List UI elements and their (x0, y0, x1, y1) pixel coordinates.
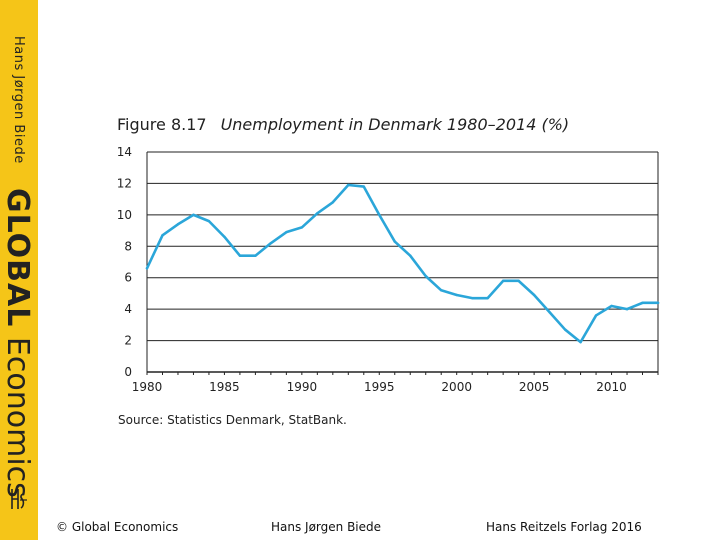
data-point (393, 240, 396, 243)
footer-publisher: Hans Reitzels Forlag 2016 (486, 520, 642, 534)
y-tick-label: 8 (124, 239, 132, 253)
data-point (285, 230, 288, 234)
data-point (424, 274, 427, 278)
y-tick-label: 14 (117, 145, 132, 159)
data-point (207, 219, 211, 223)
data-point (470, 296, 474, 300)
chart-tick-labels: 0 2 4 6 8 10 12 14 1980 1985 1990 1995 2000 2005 2010 (117, 145, 627, 394)
data-point (563, 328, 567, 331)
x-tick-label: 1980 (132, 380, 163, 394)
unemployment-line-chart: 0 2 4 6 8 10 12 14 1980 1985 1990 1995 2000 2005 2010 (117, 145, 660, 394)
data-point (269, 241, 273, 245)
x-tick-label: 2010 (596, 380, 627, 394)
sidebar-book-title: GLOBAL Economics (0, 188, 35, 498)
data-point (409, 254, 412, 257)
data-point (192, 213, 195, 217)
x-tick-label: 2005 (519, 380, 550, 394)
data-point (316, 212, 319, 215)
x-tick-label: 1995 (364, 380, 395, 394)
data-point (610, 304, 613, 308)
book-title-light: Economics (0, 336, 35, 498)
data-point (145, 267, 149, 270)
data-point (532, 293, 536, 297)
y-tick-label: 6 (124, 271, 132, 285)
figure-source-note: Source: Statistics Denmark, StatBank. (118, 413, 347, 427)
data-point (625, 307, 629, 311)
y-tick-label: 4 (124, 302, 132, 316)
unemployment-series-line (145, 183, 660, 344)
data-point (486, 296, 489, 300)
y-tick-label: 0 (124, 365, 132, 379)
data-point (641, 301, 644, 305)
publisher-monogram-icon (11, 489, 27, 509)
data-point (440, 289, 443, 292)
data-point (300, 226, 304, 229)
chart-series (145, 183, 660, 344)
x-tick-label: 1985 (209, 380, 240, 394)
figure-title: Figure 8.17 Unemployment in Denmark 1980–… (117, 115, 569, 134)
figure-caption: Unemployment in Denmark 1980–2014 (%) (220, 115, 570, 134)
data-point (362, 185, 365, 188)
figure-number: Figure 8.17 (117, 115, 207, 134)
sidebar-author: Hans Jørgen Biede (11, 36, 26, 164)
data-point (501, 279, 505, 283)
y-tick-label: 12 (117, 176, 132, 190)
data-point (223, 235, 226, 239)
footer-copyright: © Global Economics (56, 520, 179, 534)
book-sidebar: Hans Jørgen Biede GLOBAL Economics (0, 0, 38, 540)
data-point (254, 254, 257, 257)
y-tick-label: 2 (124, 334, 132, 348)
footer-author: Hans Jørgen Biede (271, 520, 382, 534)
data-point (594, 314, 598, 317)
x-tick-label: 2000 (441, 380, 472, 394)
data-point (176, 223, 180, 226)
chart-axes (146, 152, 659, 375)
data-point (548, 311, 551, 314)
data-point (161, 234, 164, 237)
data-point (517, 279, 520, 283)
data-point (455, 293, 458, 297)
y-tick-label: 10 (117, 208, 132, 222)
data-point (238, 254, 242, 257)
data-point (331, 201, 335, 204)
data-point (347, 183, 350, 187)
book-title-bold: GLOBAL (0, 188, 35, 328)
data-point (378, 213, 381, 217)
data-point (579, 340, 582, 344)
x-tick-label: 1990 (287, 380, 318, 394)
data-point (656, 301, 660, 305)
